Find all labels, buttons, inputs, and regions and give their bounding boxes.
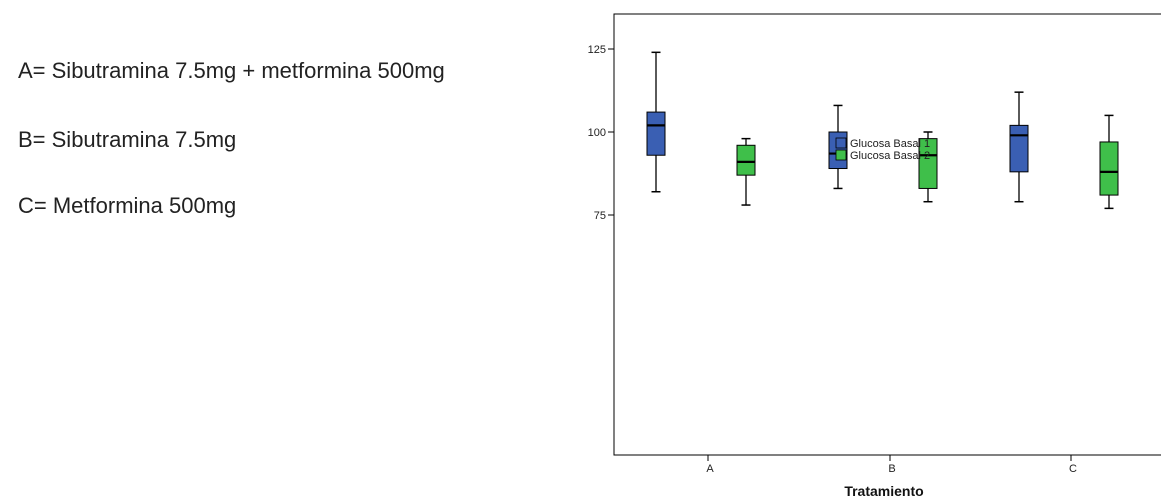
y-tick-label: 100 [588,127,606,139]
boxes: * [646,51,1119,210]
box-body [1099,141,1119,196]
x-axis: A B C [706,455,1077,475]
box-C-2 [1099,114,1119,210]
box-body [918,138,938,189]
box-C-1 [1009,91,1029,203]
legend-swatch [835,137,847,149]
box-A-1: * [646,51,666,193]
plot-frame [613,13,1161,456]
note-a: A= Sibutramina 7.5mg + metformina 500mg [18,58,445,83]
note-b: B= Sibutramina 7.5mg [18,127,237,152]
y-tick-label: 125 [588,44,606,56]
note-c: C= Metformina 500mg [18,193,237,218]
box-body [736,144,756,176]
x-axis-label: Tratamiento [844,483,923,499]
box-body [646,111,666,156]
box-B-2 [918,131,938,203]
box-A-2 [736,137,756,206]
legend-label: Glucosa Basal 1 [850,138,930,150]
y-axis: 75100125150175 [588,44,614,222]
y-tick-label: 75 [594,210,606,222]
x-tick-label: A [706,463,714,475]
legend-swatch [835,149,847,161]
x-tick-label: C [1069,463,1077,475]
legend-label: Glucosa Basal 2 [850,150,930,162]
box-body [1009,124,1029,173]
x-tick-label: B [888,463,895,475]
